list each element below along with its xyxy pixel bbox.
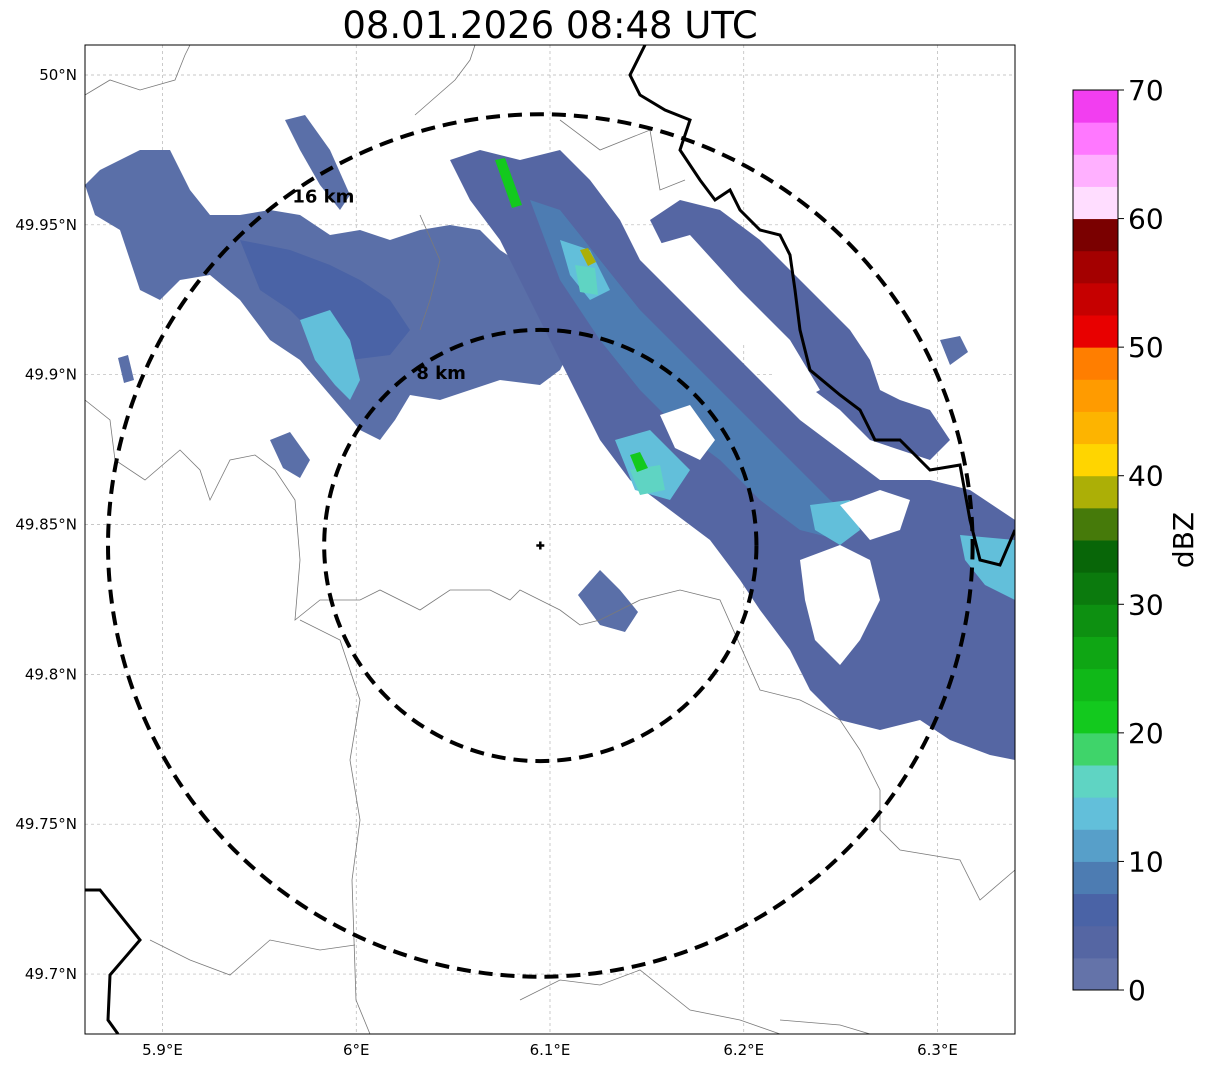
colorbar: [1072, 89, 1119, 991]
colorbar-frame: [1072, 89, 1119, 991]
echo-core-central: [560, 240, 1015, 600]
colorbar-segment: [1073, 732, 1118, 766]
echo-gap-2: [800, 545, 880, 665]
echo-high-pixels: [495, 158, 648, 472]
echo-cells-central: [530, 200, 860, 540]
colorbar-segment: [1073, 925, 1118, 959]
echo-core-northwest: [300, 310, 360, 400]
lat-tick-label: 49.75°N: [15, 815, 77, 833]
colorbar-segment: [1073, 636, 1118, 670]
boundary-line: [414, 45, 476, 116]
boundary-line: [419, 214, 441, 331]
colorbar-segment: [1073, 700, 1118, 734]
colorbar-segment: [1073, 957, 1118, 991]
colorbar-segment: [1073, 572, 1118, 605]
echo-gap-4: [660, 405, 715, 460]
colorbar-tick-label: 60: [1128, 203, 1164, 236]
colorbar-tick-label: 20: [1128, 717, 1164, 750]
colorbar-segment: [1073, 411, 1118, 445]
colorbar-tick-label: 40: [1128, 460, 1164, 493]
colorbar-tick-label: 0: [1128, 974, 1146, 1007]
colorbar-segment: [1073, 668, 1118, 702]
colorbar-segment: [1073, 861, 1118, 895]
lon-tick-label: 5.9°E: [142, 1041, 183, 1059]
boundary-line: [779, 1019, 871, 1034]
colorbar-segment: [1073, 250, 1118, 284]
echo-cell-south: [578, 570, 638, 632]
latitude-tick-labels: 50°N 49.95°N 49.9°N 49.85°N 49.8°N 49.75°N 49.…: [15, 66, 77, 983]
range-rings: 16 km 8 km: [106, 112, 975, 979]
boundary-line: [519, 969, 781, 1034]
country-borders: [85, 45, 1015, 1034]
range-ring-16km: [106, 112, 975, 979]
longitude-tick-labels: 5.9°E 6°E 6.1°E 6.2°E 6.3°E: [142, 1041, 958, 1059]
lat-tick-label: 49.85°N: [15, 516, 77, 534]
colorbar-segment: [1073, 797, 1118, 830]
echo-gap-1: [655, 235, 820, 400]
echo-cells-northwest: [240, 240, 410, 360]
echo-gap-3: [840, 490, 910, 540]
lat-tick-label: 49.95°N: [15, 216, 77, 234]
colorbar-segment: [1073, 154, 1118, 187]
colorbar-segment: [1073, 604, 1118, 637]
lat-tick-label: 50°N: [39, 66, 77, 84]
lon-tick-label: 6.2°E: [723, 1041, 764, 1059]
border-lux-germany: [628, 45, 1015, 567]
lon-tick-label: 6.1°E: [530, 1041, 571, 1059]
range-ring-8km: [322, 327, 759, 764]
range-ring-label: 8 km: [416, 363, 466, 384]
colorbar-tick-labels: 0 10 20 30 40 50 60 70: [1118, 74, 1164, 1007]
lat-tick-label: 49.7°N: [25, 965, 77, 983]
lat-tick-label: 49.9°N: [25, 366, 77, 384]
echo-strip-north: [285, 115, 350, 210]
colorbar-segment: [1073, 475, 1118, 509]
colorbar-segment: [1073, 186, 1118, 220]
colorbar-segment: [1073, 282, 1118, 316]
colorbar-segment: [1073, 893, 1118, 927]
lon-tick-label: 6°E: [343, 1041, 370, 1059]
lat-tick-label: 49.8°N: [25, 665, 77, 683]
colorbar-segment: [1073, 90, 1118, 123]
map-title: 08.01.2026 08:48 UTC: [342, 4, 758, 47]
colorbar-segment: [1073, 443, 1118, 477]
colorbar-segment: [1073, 765, 1118, 798]
colorbar-tick-label: 70: [1128, 74, 1164, 107]
colorbar-label: dBZ: [1167, 512, 1200, 568]
colorbar-segment: [1073, 540, 1118, 573]
echo-peak-pixel: [580, 248, 596, 266]
colorbar-tick-label: 50: [1128, 331, 1164, 364]
reflectivity-echoes: [85, 115, 1015, 760]
border-lux-belgium-france: [85, 888, 142, 1034]
colorbar-segment: [1073, 379, 1118, 412]
radar-site-marker: [536, 541, 545, 550]
lon-tick-label: 6.3°E: [917, 1041, 958, 1059]
colorbar-segment: [1073, 507, 1118, 541]
map-frame: [84, 44, 1016, 1035]
colorbar-segment: [1073, 347, 1118, 380]
boundary-line: [85, 399, 1015, 901]
colorbar-segment: [1073, 218, 1118, 252]
boundary-line: [299, 619, 371, 1034]
boundary-line: [149, 939, 356, 976]
colorbar-segment: [1073, 829, 1118, 862]
colorbar-segment: [1073, 122, 1118, 155]
colorbar-tick-label: 10: [1128, 845, 1164, 878]
colorbar-tick-label: 30: [1128, 588, 1164, 621]
range-ring-label: 16 km: [292, 186, 354, 207]
boundary-line: [85, 45, 191, 96]
echo-cell-west: [270, 432, 310, 478]
colorbar-segment: [1073, 315, 1118, 348]
